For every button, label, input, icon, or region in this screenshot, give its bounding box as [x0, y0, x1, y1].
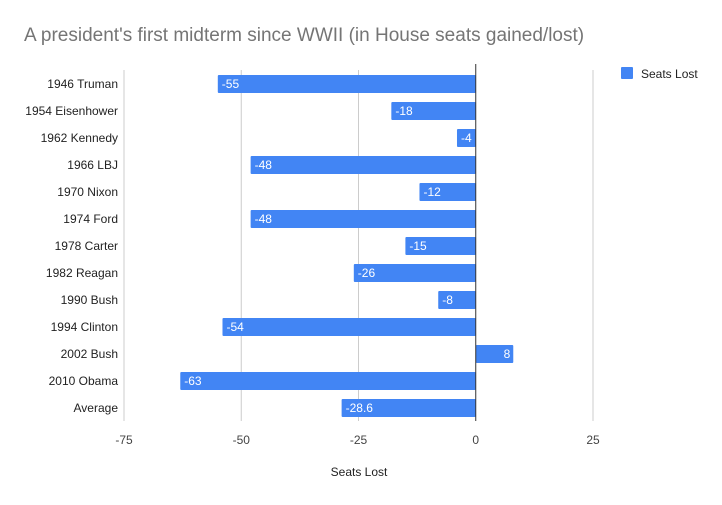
category-label: 1994 Clinton: [51, 320, 118, 334]
data-label: -18: [395, 104, 413, 118]
data-label: -26: [358, 266, 376, 280]
data-label: -12: [423, 185, 441, 199]
category-label: 1970 Nixon: [57, 185, 118, 199]
category-label: Average: [74, 401, 119, 415]
category-labels: 1946 Truman 1954 Eisenhower 1962 Kennedy 19…: [25, 77, 118, 415]
category-label: 1974 Ford: [63, 212, 118, 226]
category-label: 2010 Obama: [49, 374, 119, 388]
legend-swatch: [621, 67, 633, 79]
bar[interactable]: [217, 75, 476, 93]
bar[interactable]: [180, 372, 476, 390]
category-label: 1982 Reagan: [46, 266, 118, 280]
data-label: 8: [504, 347, 511, 361]
data-label: -48: [255, 158, 273, 172]
x-axis-title: Seats Lost: [331, 465, 388, 479]
bar[interactable]: [475, 345, 514, 363]
data-label: -55: [222, 77, 240, 91]
category-label: 1966 LBJ: [67, 158, 118, 172]
data-label: -8: [442, 293, 453, 307]
x-tick-labels: -75 -50 -25 0 25: [115, 433, 600, 447]
x-tick-label: -25: [350, 433, 368, 447]
bar[interactable]: [341, 399, 476, 417]
data-label: -15: [409, 239, 427, 253]
x-tick-label: 25: [586, 433, 600, 447]
data-label: -63: [184, 374, 202, 388]
bar[interactable]: [391, 102, 476, 120]
bar[interactable]: [353, 264, 476, 282]
category-label: 1978 Carter: [55, 239, 118, 253]
bar[interactable]: [438, 291, 476, 309]
bar[interactable]: [419, 183, 476, 201]
category-label: 1946 Truman: [47, 77, 118, 91]
category-label: 2002 Bush: [61, 347, 118, 361]
bar[interactable]: [405, 237, 476, 255]
data-label: -28.6: [346, 401, 374, 415]
x-tick-label: -50: [233, 433, 251, 447]
category-label: 1962 Kennedy: [41, 131, 118, 145]
bar[interactable]: [456, 129, 476, 147]
bars: -55 -18 -4 -48 -12 -48 -15 -26 -8 -54 8 -63 -28.6: [180, 75, 514, 417]
x-tick-label: -75: [115, 433, 133, 447]
data-label: -54: [226, 320, 244, 334]
category-label: 1990 Bush: [61, 293, 118, 307]
bar[interactable]: [250, 210, 476, 228]
legend[interactable]: Seats Lost: [621, 67, 698, 81]
bar[interactable]: [222, 318, 476, 336]
data-label: -4: [461, 131, 472, 145]
category-label: 1954 Eisenhower: [25, 104, 118, 118]
chart-title: A president's first midterm since WWII (…: [24, 25, 585, 46]
legend-label: Seats Lost: [641, 67, 698, 81]
data-label: -48: [255, 212, 273, 226]
x-tick-label: 0: [472, 433, 479, 447]
gridlines: [123, 70, 594, 421]
bar[interactable]: [250, 156, 476, 174]
